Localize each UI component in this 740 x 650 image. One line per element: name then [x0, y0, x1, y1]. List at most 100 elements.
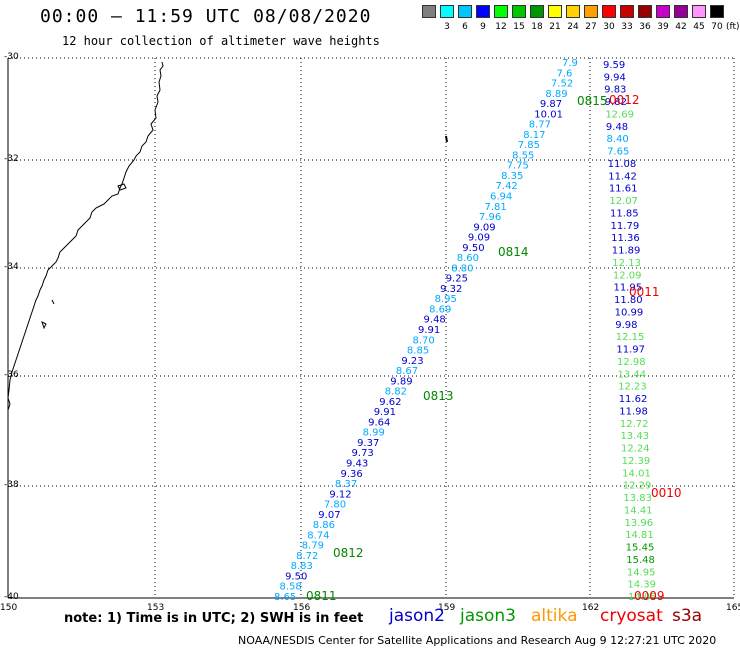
wave-height-value: 9.37: [357, 438, 379, 449]
wave-height-value: 10.99: [615, 307, 644, 318]
longitude-label: 150: [0, 603, 18, 613]
wave-height-value: 8.65: [274, 592, 296, 603]
wave-height-value: 7.81: [484, 202, 506, 213]
wave-height-value: 12.98: [617, 357, 646, 368]
wave-height-value: 11.61: [609, 184, 638, 195]
wave-height-value: 9.82: [605, 97, 627, 108]
pass-time-label: 0811: [306, 589, 337, 603]
wave-height-value: 7.80: [324, 500, 346, 511]
wave-height-value: 11.79: [611, 221, 640, 232]
legend-tick-label: 15: [513, 22, 525, 32]
dotted-graticule: [7, 57, 735, 599]
wave-height-value: 12.69: [605, 109, 634, 120]
legend-unit: (ft): [726, 22, 740, 32]
legend-tick-label: 33: [621, 22, 633, 32]
wave-height-value: 14.81: [625, 530, 654, 541]
wave-height-value: 9.64: [368, 417, 390, 428]
page-subtitle: 12 hour collection of altimeter wave hei…: [62, 34, 380, 48]
satellite-label-altika: altika: [531, 606, 578, 626]
legend-swatch: [674, 5, 688, 18]
legend-swatch: [710, 5, 724, 18]
latitude-label: -32: [4, 154, 19, 164]
wave-height-value: 9.50: [462, 243, 484, 254]
wave-height-value: 9.36: [340, 469, 362, 480]
wave-height-value: 8.58: [280, 582, 302, 593]
wave-height-value: 11.95: [613, 283, 642, 294]
page-title: 00:00 – 11:59 UTC 08/08/2020: [40, 6, 372, 27]
wave-height-value: 9.91: [374, 407, 396, 418]
wave-height-value: 11.98: [619, 406, 648, 417]
wave-height-value: 9.48: [606, 122, 628, 133]
wave-height-value: 9.91: [418, 325, 440, 336]
wave-height-value: 8.95: [435, 294, 457, 305]
wave-height-value: 9.89: [390, 376, 412, 387]
wave-height-value: 12.07: [609, 196, 638, 207]
latitude-label: -38: [4, 480, 19, 490]
wave-height-value: 9.62: [379, 397, 401, 408]
wave-height-value: 8.55: [512, 150, 534, 161]
wave-height-value: 8.17: [523, 130, 545, 141]
legend-tick-label: 27: [585, 22, 597, 32]
wave-height-value: 8.99: [363, 428, 385, 439]
wave-height-value: 8.85: [407, 346, 429, 357]
legend-swatch: [602, 5, 616, 18]
wave-height-value: 12.39: [622, 456, 651, 467]
wave-height-value: 11.97: [616, 345, 645, 356]
wave-height-value: 14.41: [624, 505, 653, 516]
wave-height-value: 9.59: [603, 60, 625, 71]
wave-height-value: 8.37: [335, 479, 357, 490]
legend-tick-label: 39: [657, 22, 669, 32]
pass-time-label: 0009: [634, 589, 665, 603]
legend-tick-label: 6: [462, 22, 468, 32]
wave-height-value: 8.69: [429, 304, 451, 315]
wave-height-value: 7.85: [518, 140, 540, 151]
pass-time-label: 0010: [651, 486, 682, 500]
wave-height-value: 7.96: [479, 212, 501, 223]
wave-height-value: 9.09: [473, 222, 495, 233]
wave-height-value: 9.25: [446, 274, 468, 285]
legend-swatch: [566, 5, 580, 18]
wave-height-value: 14.39: [627, 580, 656, 591]
legend-tick-label: 70: [711, 22, 723, 32]
longitude-label: 153: [147, 603, 165, 613]
legend-tick-label: 24: [567, 22, 579, 32]
wave-height-value: 11.80: [614, 295, 643, 306]
legend-tick-label: 45: [693, 22, 705, 32]
pass-time-label: 0814: [498, 245, 529, 259]
wave-height-value: 8.72: [296, 551, 318, 562]
wave-height-value: 7.42: [496, 181, 518, 192]
wave-height-value: 12.09: [613, 270, 642, 281]
longitude-label: 162: [582, 603, 600, 613]
wave-height-value: 8.83: [291, 561, 313, 572]
wave-height-value: 9.43: [346, 459, 368, 470]
wave-height-value: 11.36: [611, 233, 640, 244]
wave-height-value: 13.96: [625, 518, 654, 529]
wave-height-value: 11.85: [610, 208, 639, 219]
wave-height-value: 12.72: [620, 419, 649, 430]
latitude-label: -36: [4, 370, 19, 380]
wave-height-value: 12.15: [616, 332, 645, 343]
wave-height-value: 13.44: [618, 369, 647, 380]
wave-height-value: 8.80: [451, 263, 473, 274]
wave-height-value: 11.62: [619, 394, 648, 405]
pass-time-label: 0812: [333, 546, 364, 560]
wave-height-value: 12.23: [618, 382, 647, 393]
wave-height-value: 13.83: [623, 493, 652, 504]
wave-height-value: 7.6: [556, 68, 572, 79]
wave-height-value: 9.50: [285, 571, 307, 582]
wave-height-value: 9.09: [468, 233, 490, 244]
wave-height-value: 9.23: [401, 356, 423, 367]
wave-height-value: 9.32: [440, 284, 462, 295]
latitude-label: -30: [4, 52, 19, 62]
wave-height-value: 12.24: [621, 444, 650, 455]
legend-swatch: [512, 5, 526, 18]
wave-height-value: 8.77: [529, 120, 551, 131]
legend-swatch: [638, 5, 652, 18]
legend-tick-label: 21: [549, 22, 561, 32]
longitude-label: 156: [293, 603, 311, 613]
legend-tick-label: 9: [480, 22, 486, 32]
legend-swatch: [530, 5, 544, 18]
legend-swatch: [440, 5, 454, 18]
wave-height-value: 7.52: [551, 79, 573, 90]
